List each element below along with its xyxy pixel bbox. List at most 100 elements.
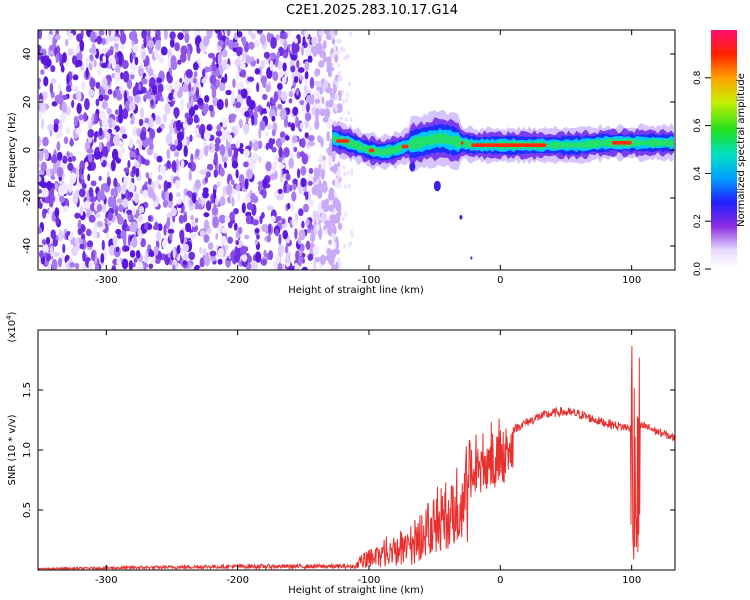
noise-blob bbox=[168, 192, 173, 202]
noise-blob bbox=[244, 178, 249, 190]
noise-blob bbox=[39, 81, 43, 88]
noise-blob bbox=[106, 107, 112, 115]
noise-blob bbox=[337, 166, 341, 172]
noise-blob bbox=[175, 158, 180, 171]
noise-blob bbox=[88, 153, 93, 163]
noise-blob bbox=[322, 40, 327, 50]
noise-blob bbox=[101, 77, 108, 90]
noise-blob bbox=[333, 103, 337, 109]
noise-blob bbox=[207, 163, 214, 171]
y-tick-label: 0 bbox=[22, 147, 33, 153]
noise-blob bbox=[55, 53, 60, 63]
noise-blob bbox=[134, 193, 139, 204]
noise-blob bbox=[174, 108, 179, 119]
stray-blob bbox=[409, 162, 416, 172]
noise-blob bbox=[45, 237, 51, 245]
noise-blob bbox=[102, 201, 106, 214]
noise-blob bbox=[272, 71, 279, 82]
noise-blob bbox=[147, 187, 155, 199]
noise-blob bbox=[75, 262, 80, 270]
noise-blob bbox=[93, 59, 97, 68]
noise-blob bbox=[262, 187, 267, 199]
noise-blob bbox=[108, 55, 116, 64]
noise-blob bbox=[265, 170, 272, 176]
noise-blob bbox=[114, 72, 121, 83]
noise-blob bbox=[287, 202, 291, 210]
noise-blob bbox=[129, 250, 136, 258]
noise-blob bbox=[250, 32, 256, 40]
noise-blob bbox=[131, 236, 138, 248]
x-tick-label: -200 bbox=[226, 575, 249, 586]
noise-blob bbox=[276, 216, 282, 221]
noise-blob bbox=[115, 246, 120, 253]
noise-blob bbox=[251, 114, 255, 126]
noise-blob bbox=[112, 134, 120, 146]
noise-blob bbox=[321, 199, 326, 210]
noise-blob bbox=[280, 137, 286, 144]
noise-blob bbox=[259, 33, 266, 45]
noise-blob bbox=[224, 98, 229, 109]
noise-blob bbox=[262, 78, 267, 89]
noise-blob bbox=[189, 134, 193, 142]
noise-blob bbox=[126, 209, 133, 215]
noise-blob bbox=[290, 54, 298, 61]
noise-blob bbox=[204, 254, 210, 267]
noise-blob bbox=[259, 215, 263, 225]
noise-blob bbox=[193, 30, 199, 37]
noise-blob bbox=[129, 101, 136, 112]
noise-blob bbox=[279, 108, 287, 120]
noise-blob bbox=[296, 89, 299, 96]
noise-blob bbox=[262, 93, 268, 101]
noise-blob bbox=[248, 41, 255, 50]
noise-blob bbox=[275, 34, 280, 41]
noise-blob bbox=[72, 192, 79, 205]
noise-blob bbox=[189, 199, 193, 206]
noise-blob bbox=[111, 119, 116, 129]
noise-blob bbox=[203, 234, 210, 243]
noise-blob bbox=[334, 177, 339, 190]
noise-blob bbox=[53, 251, 60, 257]
noise-blob bbox=[301, 266, 308, 270]
noise-blob bbox=[57, 83, 62, 91]
colorbar-tick-label: 0.8 bbox=[693, 70, 703, 85]
noise-blob bbox=[167, 74, 173, 84]
noise-blob bbox=[74, 212, 81, 219]
noise-blob bbox=[182, 214, 188, 223]
noise-blob bbox=[298, 208, 304, 217]
noise-blob bbox=[38, 30, 43, 40]
noise-blob bbox=[210, 194, 214, 205]
y-tick-label: 0.5 bbox=[22, 502, 33, 518]
ridge-core bbox=[369, 148, 375, 153]
noise-blob bbox=[168, 92, 174, 101]
noise-blob bbox=[345, 54, 349, 60]
noise-blob bbox=[129, 52, 133, 64]
noise-blob bbox=[319, 86, 324, 95]
noise-blob bbox=[266, 234, 271, 243]
noise-blob bbox=[38, 188, 43, 194]
noise-blob bbox=[204, 176, 209, 184]
noise-blob bbox=[283, 182, 287, 194]
noise-blob bbox=[277, 188, 283, 194]
noise-blob bbox=[141, 78, 148, 85]
noise-blob bbox=[269, 108, 276, 119]
noise-blob bbox=[168, 123, 173, 135]
noise-blob bbox=[101, 100, 108, 110]
noise-blob bbox=[98, 94, 104, 102]
noise-blob bbox=[199, 257, 205, 269]
noise-blob bbox=[282, 230, 289, 240]
noise-blob bbox=[302, 36, 306, 46]
noise-blob bbox=[264, 131, 270, 137]
noise-blob bbox=[184, 112, 190, 119]
noise-blob bbox=[135, 209, 140, 217]
noise-blob bbox=[148, 215, 152, 222]
noise-blob bbox=[88, 89, 95, 97]
noise-blob bbox=[328, 71, 332, 78]
noise-blob bbox=[291, 191, 297, 202]
x-tick-label: 100 bbox=[622, 275, 641, 286]
noise-blob bbox=[137, 215, 143, 223]
noise-blob bbox=[322, 185, 328, 193]
noise-blob bbox=[157, 83, 164, 93]
noise-blob bbox=[347, 183, 351, 189]
noise-blob bbox=[165, 83, 169, 91]
